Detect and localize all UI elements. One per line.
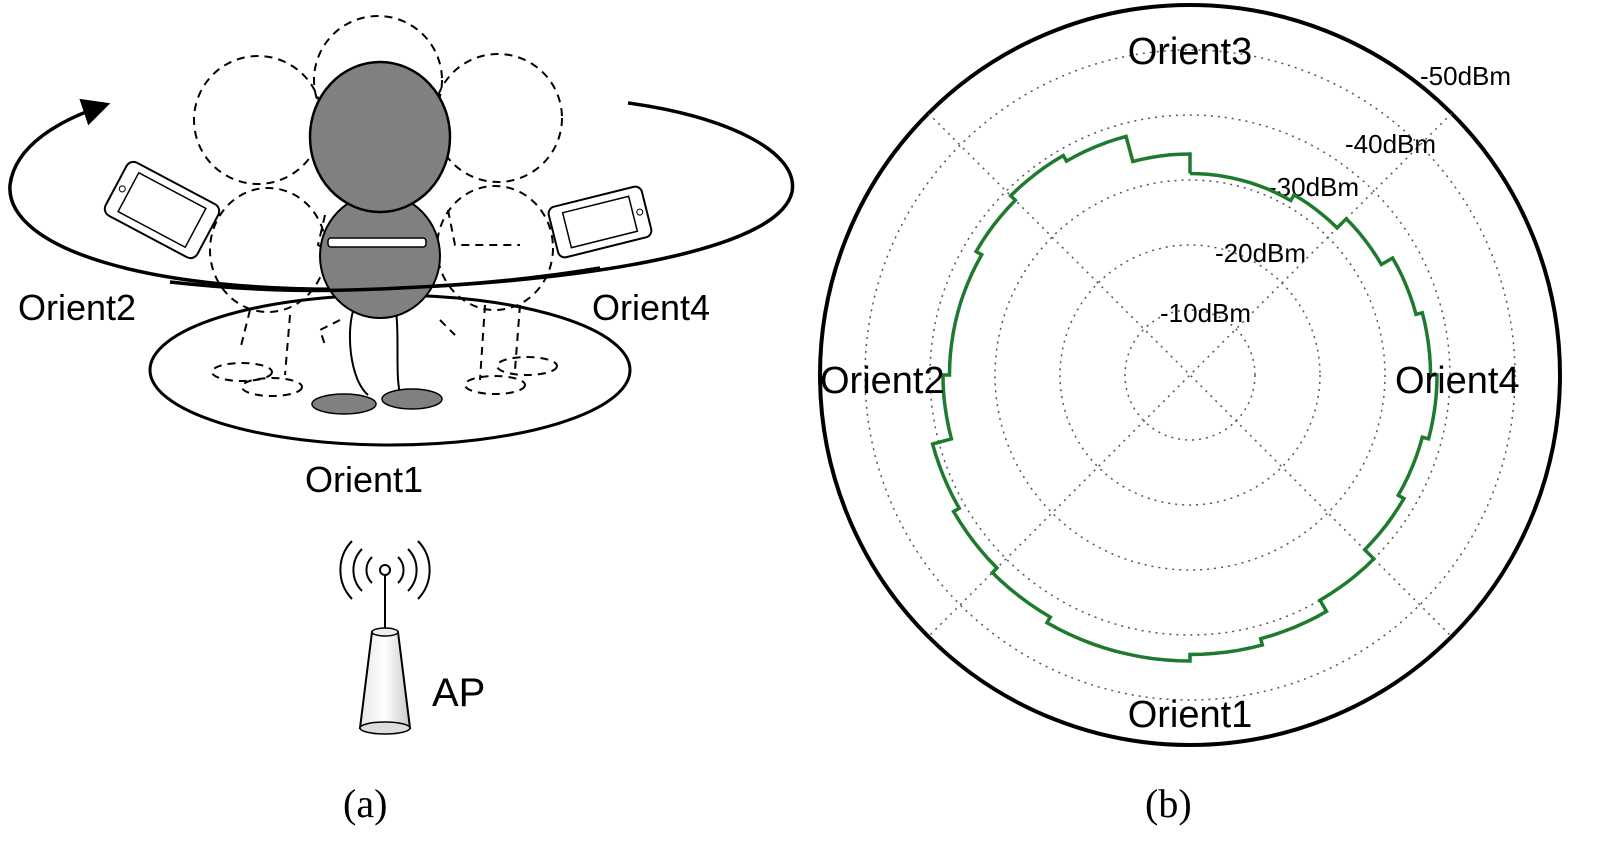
grid-ring	[864, 49, 1516, 701]
caption-a: (a)	[343, 781, 387, 826]
label-ap: AP	[432, 671, 485, 715]
orbit-front	[169, 266, 601, 293]
wifi-signal-icon	[339, 540, 431, 600]
grid-ring	[1059, 244, 1321, 506]
label-orient3: Orient3	[1128, 31, 1253, 73]
ring-label: -10dBm	[1160, 298, 1251, 328]
polar-outer-circle	[818, 3, 1562, 747]
label-orient1: Orient1	[305, 459, 423, 500]
label-orient2: Orient2	[18, 287, 136, 328]
phone-icon	[547, 185, 653, 259]
label-orient4-polar: Orient4	[1395, 360, 1520, 402]
phone-icon	[103, 160, 221, 260]
ring-label: -50dBm	[1420, 61, 1511, 91]
ring-label: -40dBm	[1345, 129, 1436, 159]
label-orient2-polar: Orient2	[820, 360, 945, 402]
grid-ring	[929, 114, 1451, 636]
panel-a: Orient2 Orient4 Orient1 AP (a)	[8, 15, 795, 826]
ring-labels: -10dBm-20dBm-30dBm-40dBm-50dBm	[1160, 61, 1511, 328]
person-icon	[308, 60, 452, 415]
access-point-icon	[358, 575, 412, 735]
label-orient4: Orient4	[592, 287, 710, 328]
label-orient1-polar: Orient1	[1128, 694, 1253, 736]
grid-spoke	[927, 112, 1453, 638]
caption-b: (b)	[1145, 781, 1192, 826]
ghost-persons	[193, 15, 563, 397]
grid-ring	[1124, 309, 1256, 441]
panel-b: -10dBm-20dBm-30dBm-40dBm-50dBm Orient3 O…	[818, 3, 1562, 826]
rssi-curve	[930, 134, 1439, 663]
ring-label: -20dBm	[1215, 238, 1306, 268]
grid-ring	[994, 179, 1386, 571]
